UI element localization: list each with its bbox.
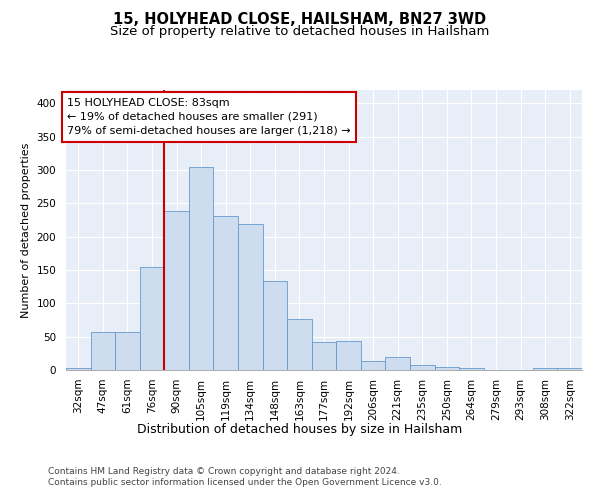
Bar [115, 332, 140, 370]
Bar [385, 358, 410, 370]
Bar [459, 368, 484, 370]
Text: Size of property relative to detached houses in Hailsham: Size of property relative to detached ho… [110, 25, 490, 38]
Bar [533, 368, 557, 370]
Bar [238, 224, 263, 370]
Text: 15, HOLYHEAD CLOSE, HAILSHAM, BN27 3WD: 15, HOLYHEAD CLOSE, HAILSHAM, BN27 3WD [113, 12, 487, 28]
Y-axis label: Number of detached properties: Number of detached properties [21, 142, 31, 318]
Text: Contains HM Land Registry data © Crown copyright and database right 2024.
Contai: Contains HM Land Registry data © Crown c… [48, 468, 442, 487]
Bar [336, 342, 361, 370]
Bar [287, 320, 312, 370]
Bar [140, 266, 164, 370]
Bar [263, 280, 287, 370]
Bar [434, 368, 459, 370]
Bar [66, 368, 91, 370]
Bar [312, 342, 336, 370]
Bar [214, 216, 238, 370]
Bar [164, 212, 189, 370]
Bar [189, 166, 214, 370]
Bar [410, 366, 434, 370]
Bar [91, 332, 115, 370]
Text: Distribution of detached houses by size in Hailsham: Distribution of detached houses by size … [137, 422, 463, 436]
Text: 15 HOLYHEAD CLOSE: 83sqm
← 19% of detached houses are smaller (291)
79% of semi-: 15 HOLYHEAD CLOSE: 83sqm ← 19% of detach… [67, 98, 351, 136]
Bar [557, 368, 582, 370]
Bar [361, 362, 385, 370]
